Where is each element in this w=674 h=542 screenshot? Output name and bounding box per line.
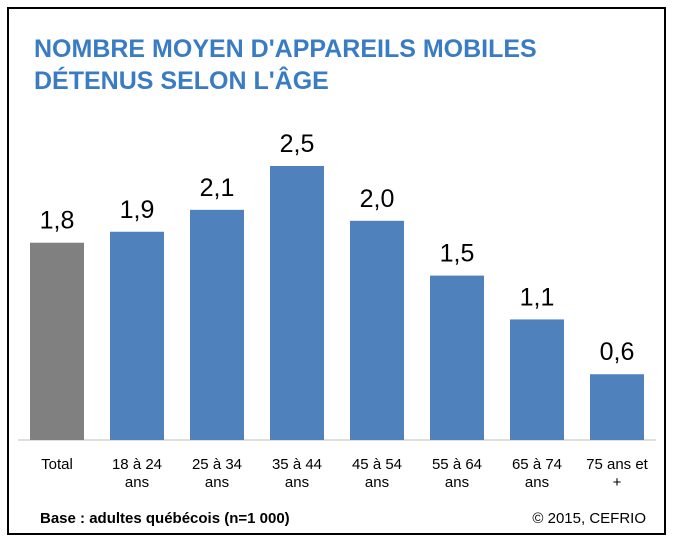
- value-label: 1,1: [520, 283, 555, 311]
- bar: [270, 166, 324, 440]
- bar: [190, 209, 244, 440]
- value-label: 2,5: [280, 130, 315, 158]
- value-label: 2,1: [200, 174, 235, 202]
- value-label: 1,8: [40, 207, 75, 235]
- x-tick-label: 25 à 34 ans: [192, 456, 242, 491]
- bar: [30, 242, 84, 440]
- value-label: 2,0: [360, 185, 395, 213]
- bar: [510, 319, 564, 440]
- value-label: 1,5: [440, 240, 475, 268]
- x-tick-label: 65 à 74 ans: [512, 456, 562, 491]
- bar: [590, 374, 644, 440]
- chart-subtitle: DÉTENUS SELON L'ÂGE: [34, 65, 329, 95]
- x-tick-label: 35 à 44 ans: [272, 456, 322, 491]
- bar: [110, 231, 164, 440]
- note: Base : adultes québécois (n=1 000): [40, 510, 290, 527]
- value-label: 1,9: [120, 196, 155, 224]
- x-tick-label: Total: [41, 456, 73, 473]
- x-tick-label: 75 ans et +: [586, 456, 649, 491]
- bar: [350, 220, 404, 440]
- bar: [430, 275, 484, 440]
- x-tick-label: 45 à 54 ans: [352, 456, 402, 491]
- value-label: 0,6: [600, 338, 635, 366]
- x-tick-label: 55 à 64 ans: [432, 456, 482, 491]
- chart-title: NOMBRE MOYEN D'APPAREILS MOBILES: [34, 35, 537, 63]
- x-tick-label: 18 à 24 ans: [112, 456, 162, 491]
- source: © 2015, CEFRIO: [532, 510, 646, 527]
